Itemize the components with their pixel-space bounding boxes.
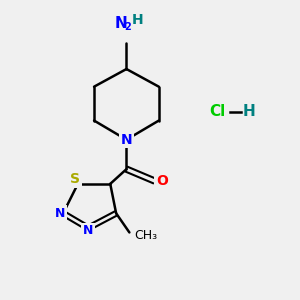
Text: S: S	[70, 172, 80, 186]
Text: O: O	[156, 174, 168, 188]
Text: CH₃: CH₃	[134, 229, 157, 242]
Text: Cl: Cl	[210, 104, 226, 119]
Text: N: N	[83, 224, 93, 238]
Text: N: N	[55, 207, 65, 220]
Text: N: N	[115, 16, 128, 31]
Text: H: H	[132, 14, 143, 27]
Text: H: H	[242, 104, 255, 119]
Text: 2: 2	[124, 22, 131, 32]
Text: N: N	[121, 133, 132, 147]
